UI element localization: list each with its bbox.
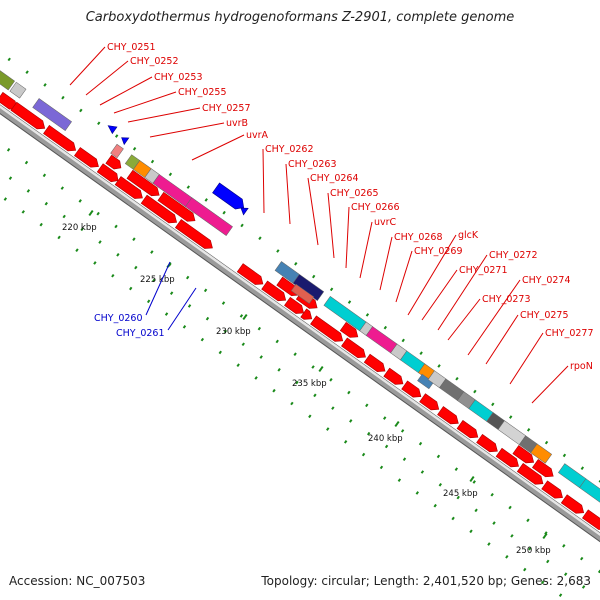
gene-leader-line: [395, 250, 413, 303]
gene-label[interactable]: CHY_0266: [351, 202, 400, 213]
gene-label[interactable]: CHY_0255: [178, 87, 227, 98]
scale-tick-mark: [88, 209, 94, 217]
gene-leader-line: [531, 365, 569, 404]
gene-leader-line: [285, 163, 291, 225]
scale-tick-label: 220 kbp: [62, 223, 97, 233]
scale-tick-mark: [242, 313, 248, 321]
gene-label[interactable]: CHY_0273: [482, 294, 531, 305]
gene-leader-line: [379, 236, 393, 291]
genome-backbone: [0, 92, 600, 565]
gene-label[interactable]: CHY_0257: [202, 103, 251, 114]
gene-leader-line: [167, 287, 197, 331]
gene-leader-line: [113, 91, 177, 114]
gene-label[interactable]: CHY_0277: [545, 328, 594, 339]
gene-leader-line: [149, 122, 225, 138]
scale-tick-mark: [318, 365, 324, 373]
gene-leader-line: [145, 261, 171, 316]
gene-leader-line: [447, 298, 481, 341]
gene-leader-line: [99, 76, 153, 106]
gene-leader-line: [509, 332, 544, 385]
scale-tick-mark: [469, 475, 475, 483]
gene-label[interactable]: uvrC: [374, 217, 397, 228]
gene-label[interactable]: CHY_0263: [288, 159, 337, 170]
gene-leader-line: [359, 221, 373, 279]
gene-label[interactable]: CHY_0275: [520, 310, 569, 321]
gene-label[interactable]: CHY_0268: [394, 232, 443, 243]
gene-label[interactable]: CHY_0272: [489, 250, 538, 261]
gene-leader-line: [467, 279, 521, 356]
gene-leader-line: [345, 206, 350, 269]
gene-label[interactable]: glcK: [458, 230, 479, 241]
gene-label[interactable]: CHY_0271: [459, 265, 508, 276]
gene-leader-line: [262, 148, 265, 214]
gene-label[interactable]: CHY_0251: [107, 42, 156, 53]
scale-ticks: 220 kbp 225 kbp 230 kbp 235 kbp 240 kbp 245 k…: [62, 209, 551, 556]
gene-leader-line: [307, 177, 319, 246]
gene-leader-line: [127, 107, 201, 123]
track-group: [0, 57, 600, 600]
gene-leader-line: [191, 134, 245, 161]
gene-leader-line: [421, 269, 458, 321]
gene-leader-line: [485, 314, 519, 365]
map-title: Carboxydothermus hydrogenoformans Z-2901…: [85, 10, 515, 25]
scale-tick-mark: [394, 420, 400, 428]
scale-tick-label: 225 kbp: [140, 275, 175, 285]
cog-track: [0, 70, 600, 504]
gene-leader-line: [85, 60, 129, 96]
gene-label[interactable]: CHY_0274: [522, 275, 571, 286]
gene-label[interactable]: uvrB: [226, 118, 248, 129]
cds-forward-track-2: [105, 154, 554, 478]
scale-tick-label: 250 kbp: [516, 546, 551, 556]
gene-leader-line: [437, 254, 488, 331]
scale-tick-label: 240 kbp: [368, 434, 403, 444]
scale-tick-label: 235 kbp: [292, 379, 327, 389]
gene-label[interactable]: CHY_0261: [116, 328, 165, 339]
gene-label[interactable]: CHY_0262: [265, 144, 314, 155]
dot-track: [3, 57, 600, 600]
gene-label[interactable]: CHY_0252: [130, 56, 179, 67]
gene-label[interactable]: uvrA: [246, 130, 269, 141]
gene-label[interactable]: rpoN: [570, 361, 593, 372]
gene-leaders: [69, 46, 569, 404]
gene-leader-line: [407, 234, 457, 316]
gene-label[interactable]: CHY_0269: [414, 246, 463, 257]
gene-label[interactable]: CHY_0264: [310, 173, 359, 184]
gene-label[interactable]: CHY_0253: [154, 72, 203, 83]
gene-labels: CHY_0251 CHY_0252 CHY_0253 CHY_0255 CHY_0257…: [94, 42, 594, 372]
scale-tick-label: 245 kbp: [443, 489, 478, 499]
cds-forward-track: [0, 91, 600, 530]
gene-leader-line: [327, 192, 335, 259]
topology-summary: Topology: circular; Length: 2,401,520 bp…: [261, 574, 591, 588]
gene-label[interactable]: CHY_0265: [330, 188, 379, 199]
scale-tick-label: 230 kbp: [216, 327, 251, 337]
backbone-highlight: [0, 93, 600, 560]
cds-reverse-track: [107, 125, 249, 216]
scale-tick-mark: [542, 532, 548, 540]
gene-leader-line: [69, 46, 106, 86]
accession-text: Accession: NC_007503: [9, 574, 146, 588]
gene-label[interactable]: CHY_0260: [94, 313, 143, 324]
